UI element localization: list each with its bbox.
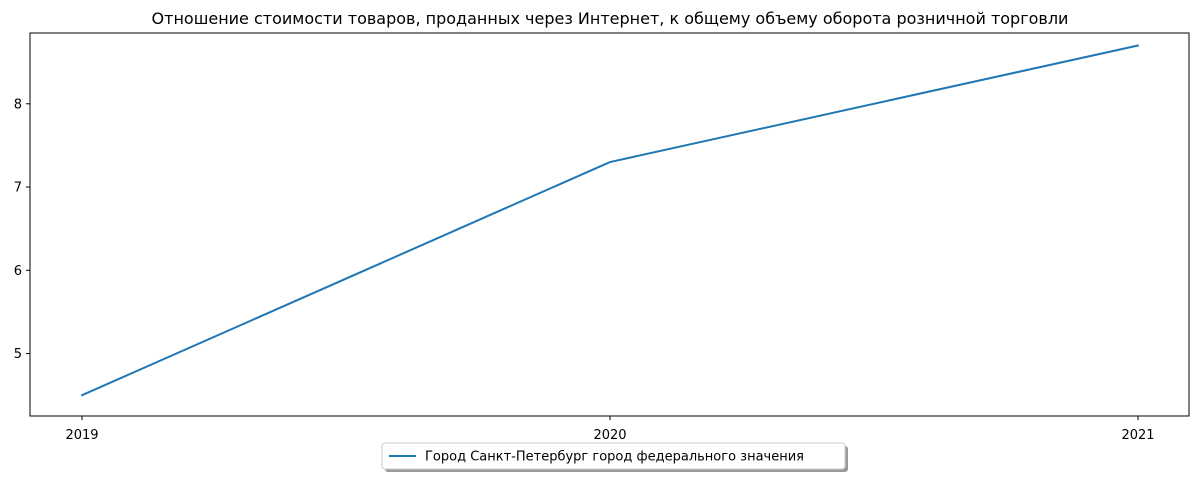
x-tick-label: 2019 [65, 428, 98, 443]
y-tick-label: 6 [14, 264, 22, 279]
x-tick-label: 2020 [593, 428, 626, 443]
legend: Город Санкт-Петербург город федерального… [381, 442, 848, 472]
y-tick-label: 5 [14, 347, 22, 362]
x-axis: 2019 2020 2021 [65, 416, 1155, 443]
y-axis: 5 6 7 8 [14, 97, 30, 362]
legend-box [381, 442, 846, 470]
x-tick-label: 2021 [1121, 428, 1154, 443]
chart-title: Отношение стоимости товаров, проданных ч… [152, 9, 1069, 28]
plot-frame [29, 32, 1190, 417]
series-line [81, 44, 1139, 397]
legend-label: Город Санкт-Петербург город федерального… [425, 450, 804, 465]
y-tick-label: 7 [14, 181, 22, 196]
series-layer [81, 44, 1139, 397]
y-tick-label: 8 [14, 97, 22, 112]
